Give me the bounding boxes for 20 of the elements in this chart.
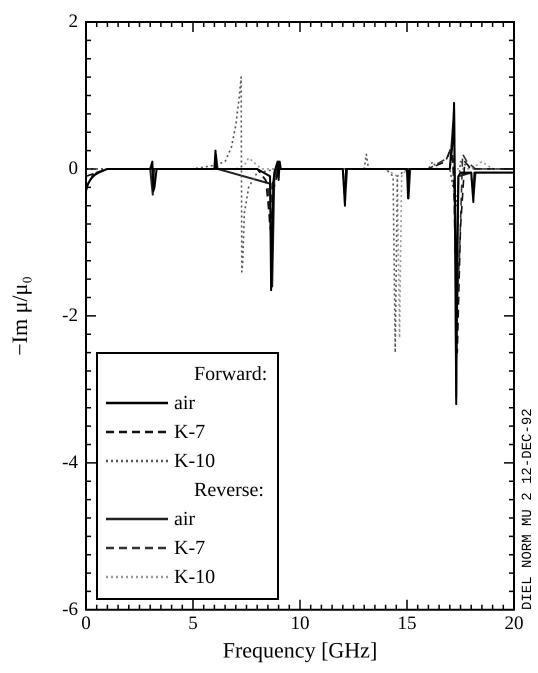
- x-axis-title: Frequency [GHz]: [222, 638, 378, 663]
- y-axis-title: −Im μ/μ₀: [6, 276, 32, 356]
- legend-label: K-7: [174, 420, 206, 445]
- x-tick-label: 15: [398, 613, 416, 634]
- legend-label: K-7: [174, 536, 206, 561]
- text: DIEL NORM MU 2 12-DEC-92: [520, 408, 536, 610]
- x-tick-label: 5: [188, 613, 198, 634]
- y-tick-label: -2: [62, 304, 78, 326]
- y-tick-label: -6: [62, 598, 78, 620]
- annotation: Reverse:: [193, 478, 265, 503]
- legend-label: K-10: [174, 448, 216, 474]
- annotation: Forward:: [193, 362, 268, 387]
- y-tick-label: 0: [68, 158, 78, 179]
- x-tick-label: 10: [290, 613, 310, 634]
- legend-label: air: [174, 390, 196, 416]
- legend-label: air: [174, 506, 196, 532]
- legend-label: K-10: [174, 564, 216, 590]
- y-tick-label: -4: [62, 452, 78, 473]
- x-tick-label: 20: [504, 613, 524, 634]
- y-tick-label: 2: [68, 10, 78, 32]
